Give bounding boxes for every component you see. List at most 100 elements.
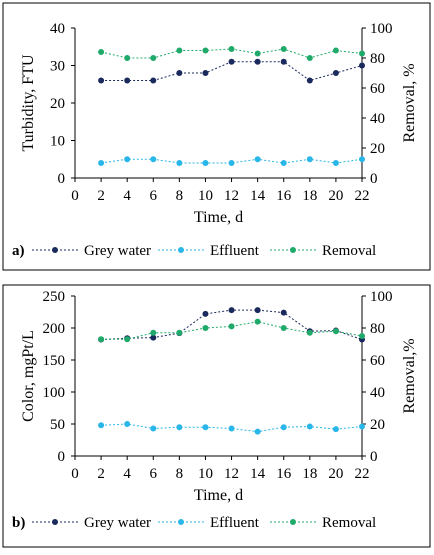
legend-label: Grey water <box>84 243 151 259</box>
data-point-effluent <box>228 425 235 432</box>
data-point-grey-water <box>254 307 261 314</box>
data-point-grey-water <box>124 77 131 84</box>
x-tick-label: 22 <box>355 466 370 482</box>
data-point-removal <box>124 336 131 343</box>
chart-panel-2: 0 2 4 6 8 10 12 14 16 18 20 22050100150200250020406… <box>2 284 431 548</box>
y-tick-label-left: 50 <box>50 417 65 433</box>
legend-swatch-marker <box>178 519 184 525</box>
data-point-removal <box>280 325 287 331</box>
data-point-effluent <box>306 423 313 430</box>
data-point-removal <box>228 46 235 52</box>
x-tick-label: 10 <box>198 466 213 482</box>
panel-label: a) <box>12 243 25 259</box>
data-point-effluent <box>280 424 287 431</box>
panel-frame <box>2 284 431 548</box>
x-tick-label: 20 <box>328 188 343 204</box>
y-tick-label-left: 40 <box>50 21 65 37</box>
y-tick-label-left: 100 <box>43 385 66 401</box>
y-tick-label-left: 150 <box>43 353 66 369</box>
data-point-removal <box>254 318 261 325</box>
data-point-effluent <box>98 160 105 166</box>
data-point-removal <box>332 328 339 335</box>
data-point-grey-water <box>202 70 209 76</box>
data-point-effluent <box>332 426 339 433</box>
data-point-removal <box>254 50 261 57</box>
y-tick-label-left: 200 <box>43 321 66 337</box>
data-point-removal <box>202 47 209 54</box>
x-tick-label: 22 <box>355 188 370 204</box>
x-tick-label: 4 <box>123 466 131 482</box>
x-tick-label: 20 <box>328 466 343 482</box>
legend-swatch-marker <box>178 247 184 253</box>
y-tick-label-right: 40 <box>370 111 385 127</box>
data-point-removal <box>332 47 339 54</box>
legend-label: Effluent <box>210 515 260 531</box>
y-tick-label-left: 20 <box>50 96 65 112</box>
x-tick-label: 8 <box>176 188 184 204</box>
data-point-removal <box>150 55 157 61</box>
x-tick-label: 18 <box>302 188 317 204</box>
data-point-effluent <box>124 156 131 163</box>
legend-label: Removal <box>322 515 376 531</box>
legend-label: Removal <box>322 243 376 259</box>
data-point-grey-water <box>150 334 157 341</box>
y-tick-label-right: 100 <box>370 21 393 37</box>
panel-label: b) <box>12 515 25 531</box>
data-point-removal <box>280 46 287 52</box>
data-point-effluent <box>332 160 339 166</box>
x-tick-label: 16 <box>276 466 292 482</box>
data-point-grey-water <box>98 77 105 84</box>
y-tick-label-right: 20 <box>370 417 385 433</box>
data-point-effluent <box>176 160 183 166</box>
data-point-effluent <box>202 424 209 431</box>
data-point-effluent <box>176 424 183 431</box>
data-point-effluent <box>150 156 157 163</box>
data-point-removal <box>306 55 313 61</box>
data-point-grey-water <box>306 77 313 84</box>
y-tick-label-right: 80 <box>370 321 385 337</box>
data-point-grey-water <box>359 62 365 69</box>
y-tick-label-left: 30 <box>50 59 65 75</box>
y-tick-label-left: 250 <box>43 289 66 305</box>
x-tick-label: 8 <box>176 466 184 482</box>
y-tick-label-right: 60 <box>370 353 385 369</box>
data-point-removal <box>228 323 235 330</box>
y-tick-label-left: 0 <box>58 449 66 465</box>
chart-panel-1: 0 2 4 6 8 10 12 14 16 18 20 22010203040020406080100… <box>2 2 431 271</box>
data-point-effluent <box>202 160 209 166</box>
data-point-grey-water <box>202 310 209 317</box>
data-point-effluent <box>98 422 105 429</box>
x-tick-label: 14 <box>250 466 266 482</box>
legend-swatch-marker <box>290 247 296 253</box>
data-point-effluent <box>359 423 365 430</box>
data-point-grey-water <box>332 70 339 76</box>
legend-label: Effluent <box>210 243 260 259</box>
data-point-removal <box>176 329 183 336</box>
data-point-removal <box>202 325 209 331</box>
x-axis-title: Time, d <box>194 209 243 226</box>
x-tick-label: 16 <box>276 188 292 204</box>
y-tick-label-right: 100 <box>370 289 393 305</box>
x-tick-label: 2 <box>97 188 105 204</box>
data-point-effluent <box>150 425 157 432</box>
y-tick-label-right: 40 <box>370 385 385 401</box>
legend-swatch-marker <box>52 247 58 253</box>
y-tick-label-left: 10 <box>50 134 65 150</box>
y-axis-title-left: Turbidity, FTU <box>20 54 37 152</box>
data-point-removal <box>306 329 313 336</box>
x-tick-label: 10 <box>198 188 213 204</box>
data-point-grey-water <box>176 70 183 76</box>
data-point-effluent <box>228 160 235 166</box>
data-point-grey-water <box>280 58 287 65</box>
data-point-removal <box>176 47 183 54</box>
data-point-removal <box>98 49 105 55</box>
y-tick-label-right: 20 <box>370 141 385 157</box>
data-point-effluent <box>254 428 261 435</box>
x-tick-label: 6 <box>150 188 158 204</box>
x-tick-label: 2 <box>97 466 105 482</box>
y-tick-label-right: 0 <box>370 171 378 187</box>
y-tick-label-right: 0 <box>370 449 378 465</box>
x-tick-label: 12 <box>224 188 239 204</box>
data-point-grey-water <box>150 77 157 84</box>
